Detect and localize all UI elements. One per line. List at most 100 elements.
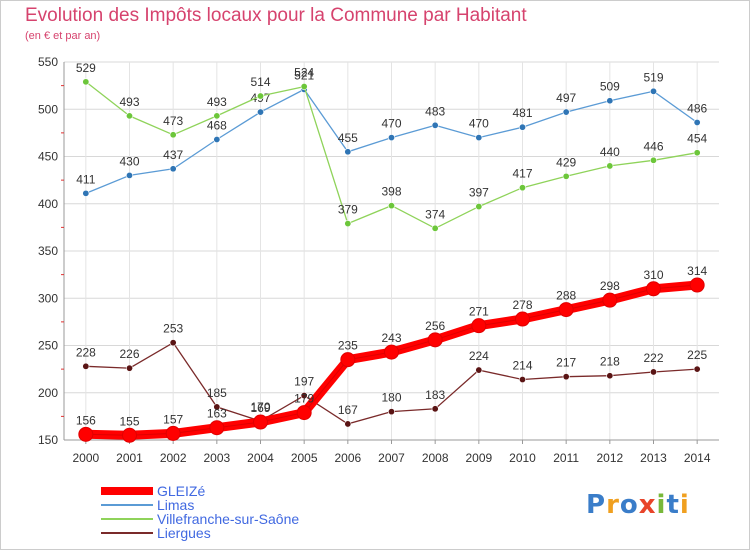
x-tick-label: 2004 xyxy=(247,451,274,465)
legend-label: Liergues xyxy=(157,525,211,541)
data-label: 417 xyxy=(512,167,532,181)
legend-label: Villefranche-sur-Saône xyxy=(157,511,300,527)
data-label: 483 xyxy=(425,104,445,118)
x-tick-label: 2005 xyxy=(291,451,318,465)
data-label: 379 xyxy=(338,203,358,217)
data-point xyxy=(606,372,614,380)
y-tick-label: 150 xyxy=(38,433,58,447)
series-liergues: 228 226 253 185 170 197 167 180 183 224 214 217 218 2… xyxy=(76,322,707,428)
x-tick-label: 2013 xyxy=(640,451,667,465)
data-label: 156 xyxy=(76,413,96,427)
data-point xyxy=(126,171,134,179)
data-point xyxy=(558,302,574,318)
data-label: 256 xyxy=(425,319,445,333)
data-point xyxy=(431,224,439,232)
data-label: 157 xyxy=(163,412,183,426)
data-label: 446 xyxy=(643,139,663,153)
data-point xyxy=(475,203,483,211)
x-tick-label: 2008 xyxy=(422,451,449,465)
data-point xyxy=(213,112,221,120)
x-tick-label: 2011 xyxy=(553,451,579,465)
data-point xyxy=(340,352,356,368)
data-point xyxy=(213,135,221,143)
data-point xyxy=(122,427,137,443)
logo-letter: x xyxy=(638,490,657,520)
x-tick-label: 2003 xyxy=(203,451,230,465)
data-label: 214 xyxy=(512,359,532,373)
chart-title: Evolution des Impôts locaux pour la Comm… xyxy=(25,5,527,26)
data-label: 519 xyxy=(643,70,663,84)
x-tick-label: 2010 xyxy=(509,451,536,465)
data-point xyxy=(256,108,264,116)
data-label: 509 xyxy=(600,80,620,94)
data-label: 197 xyxy=(294,375,314,389)
data-label: 218 xyxy=(600,355,620,369)
logo-letter: r xyxy=(606,490,620,520)
x-tick-label: 2014 xyxy=(684,451,711,465)
x-tick-label: 2002 xyxy=(160,451,187,465)
legend-label: Limas xyxy=(157,497,195,513)
legend-swatch xyxy=(101,504,153,506)
data-point xyxy=(431,121,439,129)
data-point xyxy=(649,368,657,376)
data-point xyxy=(689,277,705,293)
data-point xyxy=(518,123,526,131)
data-label: 468 xyxy=(207,118,227,132)
y-tick-label: 350 xyxy=(38,244,58,258)
legend-swatch xyxy=(101,487,153,495)
y-tick-label: 300 xyxy=(38,291,58,305)
y-tick-label: 450 xyxy=(38,150,58,164)
data-point xyxy=(602,292,618,308)
y-tick-label: 250 xyxy=(38,339,58,353)
data-label: 185 xyxy=(207,386,227,400)
data-label: 298 xyxy=(600,279,620,293)
data-label: 429 xyxy=(556,155,576,169)
data-point xyxy=(562,108,570,116)
logo-letter: t xyxy=(666,490,680,520)
data-label: 486 xyxy=(687,101,707,115)
data-point xyxy=(649,87,657,95)
proxiti-logo: Proxiti xyxy=(586,490,690,520)
data-point xyxy=(475,366,483,374)
data-point xyxy=(646,281,661,297)
data-point xyxy=(606,97,614,105)
x-tick-label: 2007 xyxy=(378,451,405,465)
data-label: 170 xyxy=(250,400,270,414)
data-label: 521 xyxy=(294,68,314,82)
data-point xyxy=(82,362,90,370)
data-label: 493 xyxy=(207,95,227,109)
data-point xyxy=(344,148,352,156)
data-label: 470 xyxy=(381,117,401,131)
data-label: 470 xyxy=(469,117,489,131)
data-label: 155 xyxy=(119,414,139,428)
data-point xyxy=(344,220,352,228)
data-label: 163 xyxy=(207,407,227,421)
data-label: 411 xyxy=(76,172,95,186)
data-point xyxy=(256,92,264,100)
logo-letter: P xyxy=(586,490,607,520)
data-label: 437 xyxy=(163,148,183,162)
data-point xyxy=(693,365,701,373)
series-limas: 4114304374684975214554704834704814975095… xyxy=(76,68,707,197)
y-tick-label: 550 xyxy=(38,55,58,69)
data-point xyxy=(471,318,487,334)
logo-letter: i xyxy=(656,490,667,520)
x-tick-label: 2009 xyxy=(465,451,492,465)
x-tick-label: 2012 xyxy=(596,451,623,465)
data-point xyxy=(562,373,570,381)
data-label: 524 xyxy=(294,66,314,80)
y-tick-label: 500 xyxy=(38,102,58,116)
data-point xyxy=(387,134,395,142)
data-point xyxy=(213,403,221,411)
data-point xyxy=(165,425,181,441)
data-label: 224 xyxy=(469,349,489,363)
data-point xyxy=(518,376,526,384)
data-point xyxy=(169,131,177,139)
data-point xyxy=(169,165,177,173)
logo-letter: i xyxy=(679,490,690,520)
data-label: 180 xyxy=(381,391,401,405)
data-label: 374 xyxy=(425,207,445,221)
data-label: 253 xyxy=(163,322,183,336)
